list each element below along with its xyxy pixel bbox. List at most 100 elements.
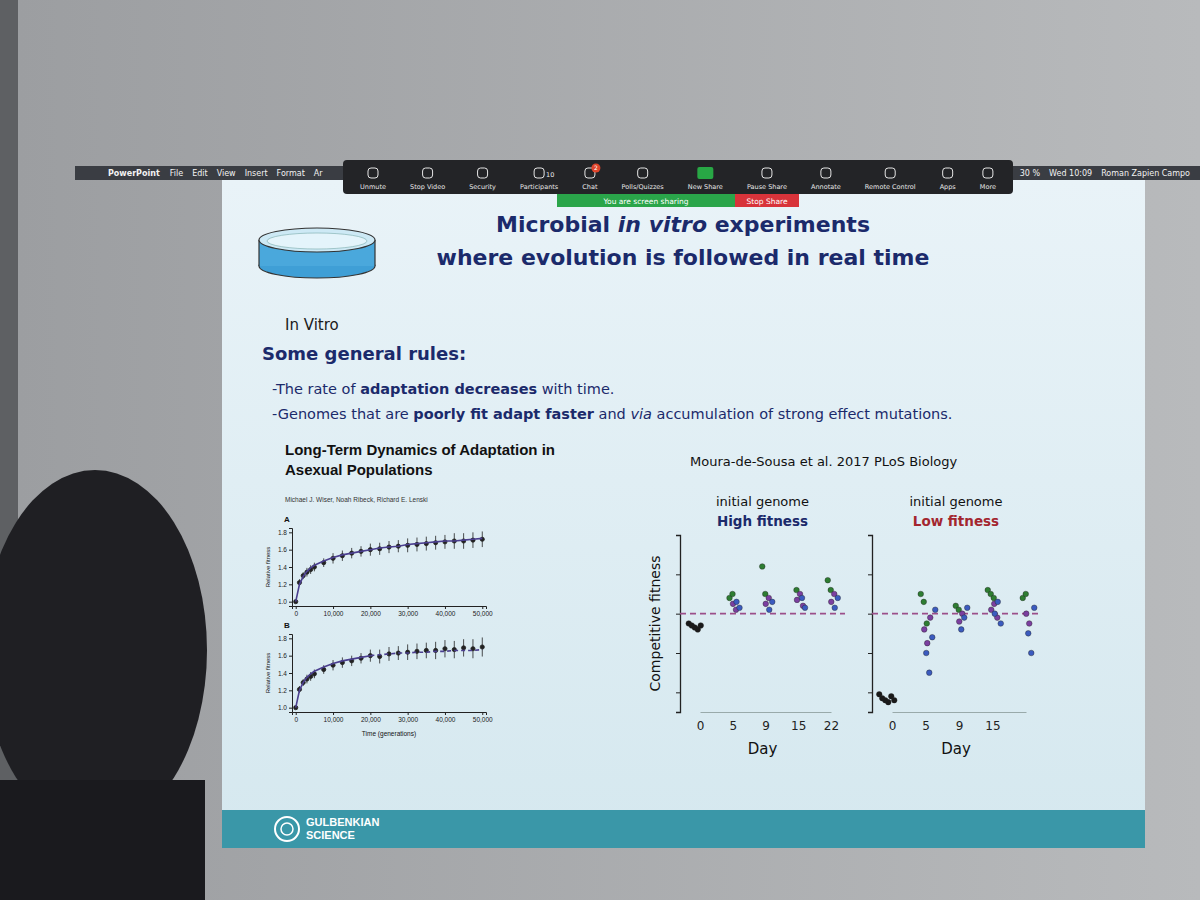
tick-label: 30,000 [398, 716, 418, 723]
tick-label: 0 [294, 716, 298, 723]
data-point [835, 595, 841, 601]
tick-label: 1.8 [278, 635, 287, 642]
tick: 40,000 [436, 712, 456, 723]
axis-line [701, 712, 832, 713]
toolbar-icon [943, 168, 953, 178]
axis-line [893, 712, 1027, 713]
fit-line [296, 656, 371, 708]
data-point [1031, 605, 1037, 611]
tick: 1.4 [278, 564, 292, 571]
tick [868, 692, 872, 693]
data-point [799, 595, 805, 601]
stage: PowerPointFileEditViewInsertFormatArRoma… [0, 0, 1200, 900]
tick: 20,000 [361, 606, 381, 617]
tick-label: 15 [791, 719, 806, 733]
y-axis-title: Relative fitness [265, 653, 271, 694]
text-run: adaptation decreases [360, 381, 537, 397]
tick: 1.0 [278, 598, 292, 605]
toolbar-button [697, 167, 713, 179]
text-run: via [630, 406, 652, 422]
y-axis [868, 536, 873, 713]
data-point [737, 605, 743, 611]
menu-status: Roman Zapien Campo [1101, 169, 1190, 178]
tick-label: 1.6 [278, 652, 287, 659]
toolbar-icon [423, 168, 433, 178]
data-point [832, 605, 838, 611]
y-axis: 1.01.21.41.61.8 [278, 529, 293, 607]
toolbar-icon [638, 168, 648, 178]
menu-item: File [170, 169, 183, 178]
tick-mark [289, 690, 292, 691]
tick-mark [289, 656, 292, 657]
tick-mark [296, 712, 297, 715]
x-axis-title: Time (generations) [362, 730, 416, 738]
tick-label: 5 [729, 719, 737, 733]
toolbar-icon [983, 168, 993, 178]
text-run: in vitro [618, 212, 707, 237]
chart: 010,00020,00030,00040,00050,0001.01.21.4… [265, 441, 555, 617]
chat-badge-count: 2 [594, 164, 598, 171]
toolbar-bg [343, 160, 1013, 194]
tick: 9 [956, 712, 964, 733]
data-point [734, 599, 740, 605]
tick-label: 1.0 [278, 704, 287, 711]
tick-label: 30,000 [398, 610, 418, 617]
toolbar-label: Unmute [360, 183, 386, 191]
stop-share: Stop Share [746, 197, 787, 206]
data-point [958, 627, 964, 633]
data-point [891, 697, 897, 703]
x-axis-title: Day [941, 740, 971, 758]
toolbar-icon [478, 168, 488, 178]
tick: 9 [762, 712, 770, 733]
rule: -Genomes that are poorly fit adapt faste… [272, 406, 952, 422]
tick-label: 22 [824, 719, 839, 733]
data-point [759, 564, 765, 570]
toolbar-label: New Share [688, 183, 723, 191]
data-point [769, 599, 775, 605]
panel-subtitle: Low fitness [913, 513, 999, 529]
tick: 22 [824, 712, 839, 733]
tick-label: 9 [956, 719, 964, 733]
tick-label: 1.6 [278, 546, 287, 553]
tick-mark [333, 606, 334, 609]
tick-mark [289, 638, 292, 639]
plot-marks [294, 637, 485, 709]
axis-line [289, 529, 293, 607]
tick-label: 0 [889, 719, 897, 733]
text-run: accumulation of strong effect mutations. [652, 406, 953, 422]
y-axis-title: Relative fitness [265, 547, 271, 588]
text-run: where evolution is followed in real time [437, 245, 930, 270]
tick-label: 20,000 [361, 716, 381, 723]
tick-label: 1.2 [278, 581, 287, 588]
toolbar-icon [885, 168, 895, 178]
rules-heading: Some general rules: [262, 343, 466, 364]
data-point [995, 599, 1001, 605]
toolbar-button [478, 168, 488, 178]
x-axis-title: Day [748, 740, 778, 758]
stop-share-bg [735, 194, 799, 207]
axis-line [289, 635, 293, 713]
axis-line [676, 536, 681, 713]
source: Moura-de-Sousa et al. 2017 PLoS Biology [690, 454, 957, 469]
panel-title: initial genome [910, 494, 1003, 509]
tick-mark [676, 535, 680, 536]
footer-text: GULBENKIAN [306, 816, 379, 828]
slide: GULBENKIANSCIENCEMicrobial in vitro expe… [222, 180, 1145, 848]
tick-mark [289, 708, 292, 709]
tick: 15 [985, 712, 1000, 733]
tick-label: 40,000 [436, 716, 456, 723]
logo-ring [275, 817, 299, 841]
toolbar-button [943, 168, 953, 178]
tick-label: 10,000 [324, 610, 344, 617]
tick-label: 40,000 [436, 610, 456, 617]
axis-line [293, 713, 487, 716]
data-point [921, 599, 927, 605]
data-point [1025, 631, 1031, 637]
tick-mark [482, 606, 483, 609]
data-point [923, 650, 929, 656]
reference-line [872, 613, 1040, 615]
panel-title: initial genome [716, 494, 809, 509]
plot-marks [872, 587, 1040, 705]
toolbar-label: Security [469, 183, 496, 191]
tick-mark [333, 712, 334, 715]
